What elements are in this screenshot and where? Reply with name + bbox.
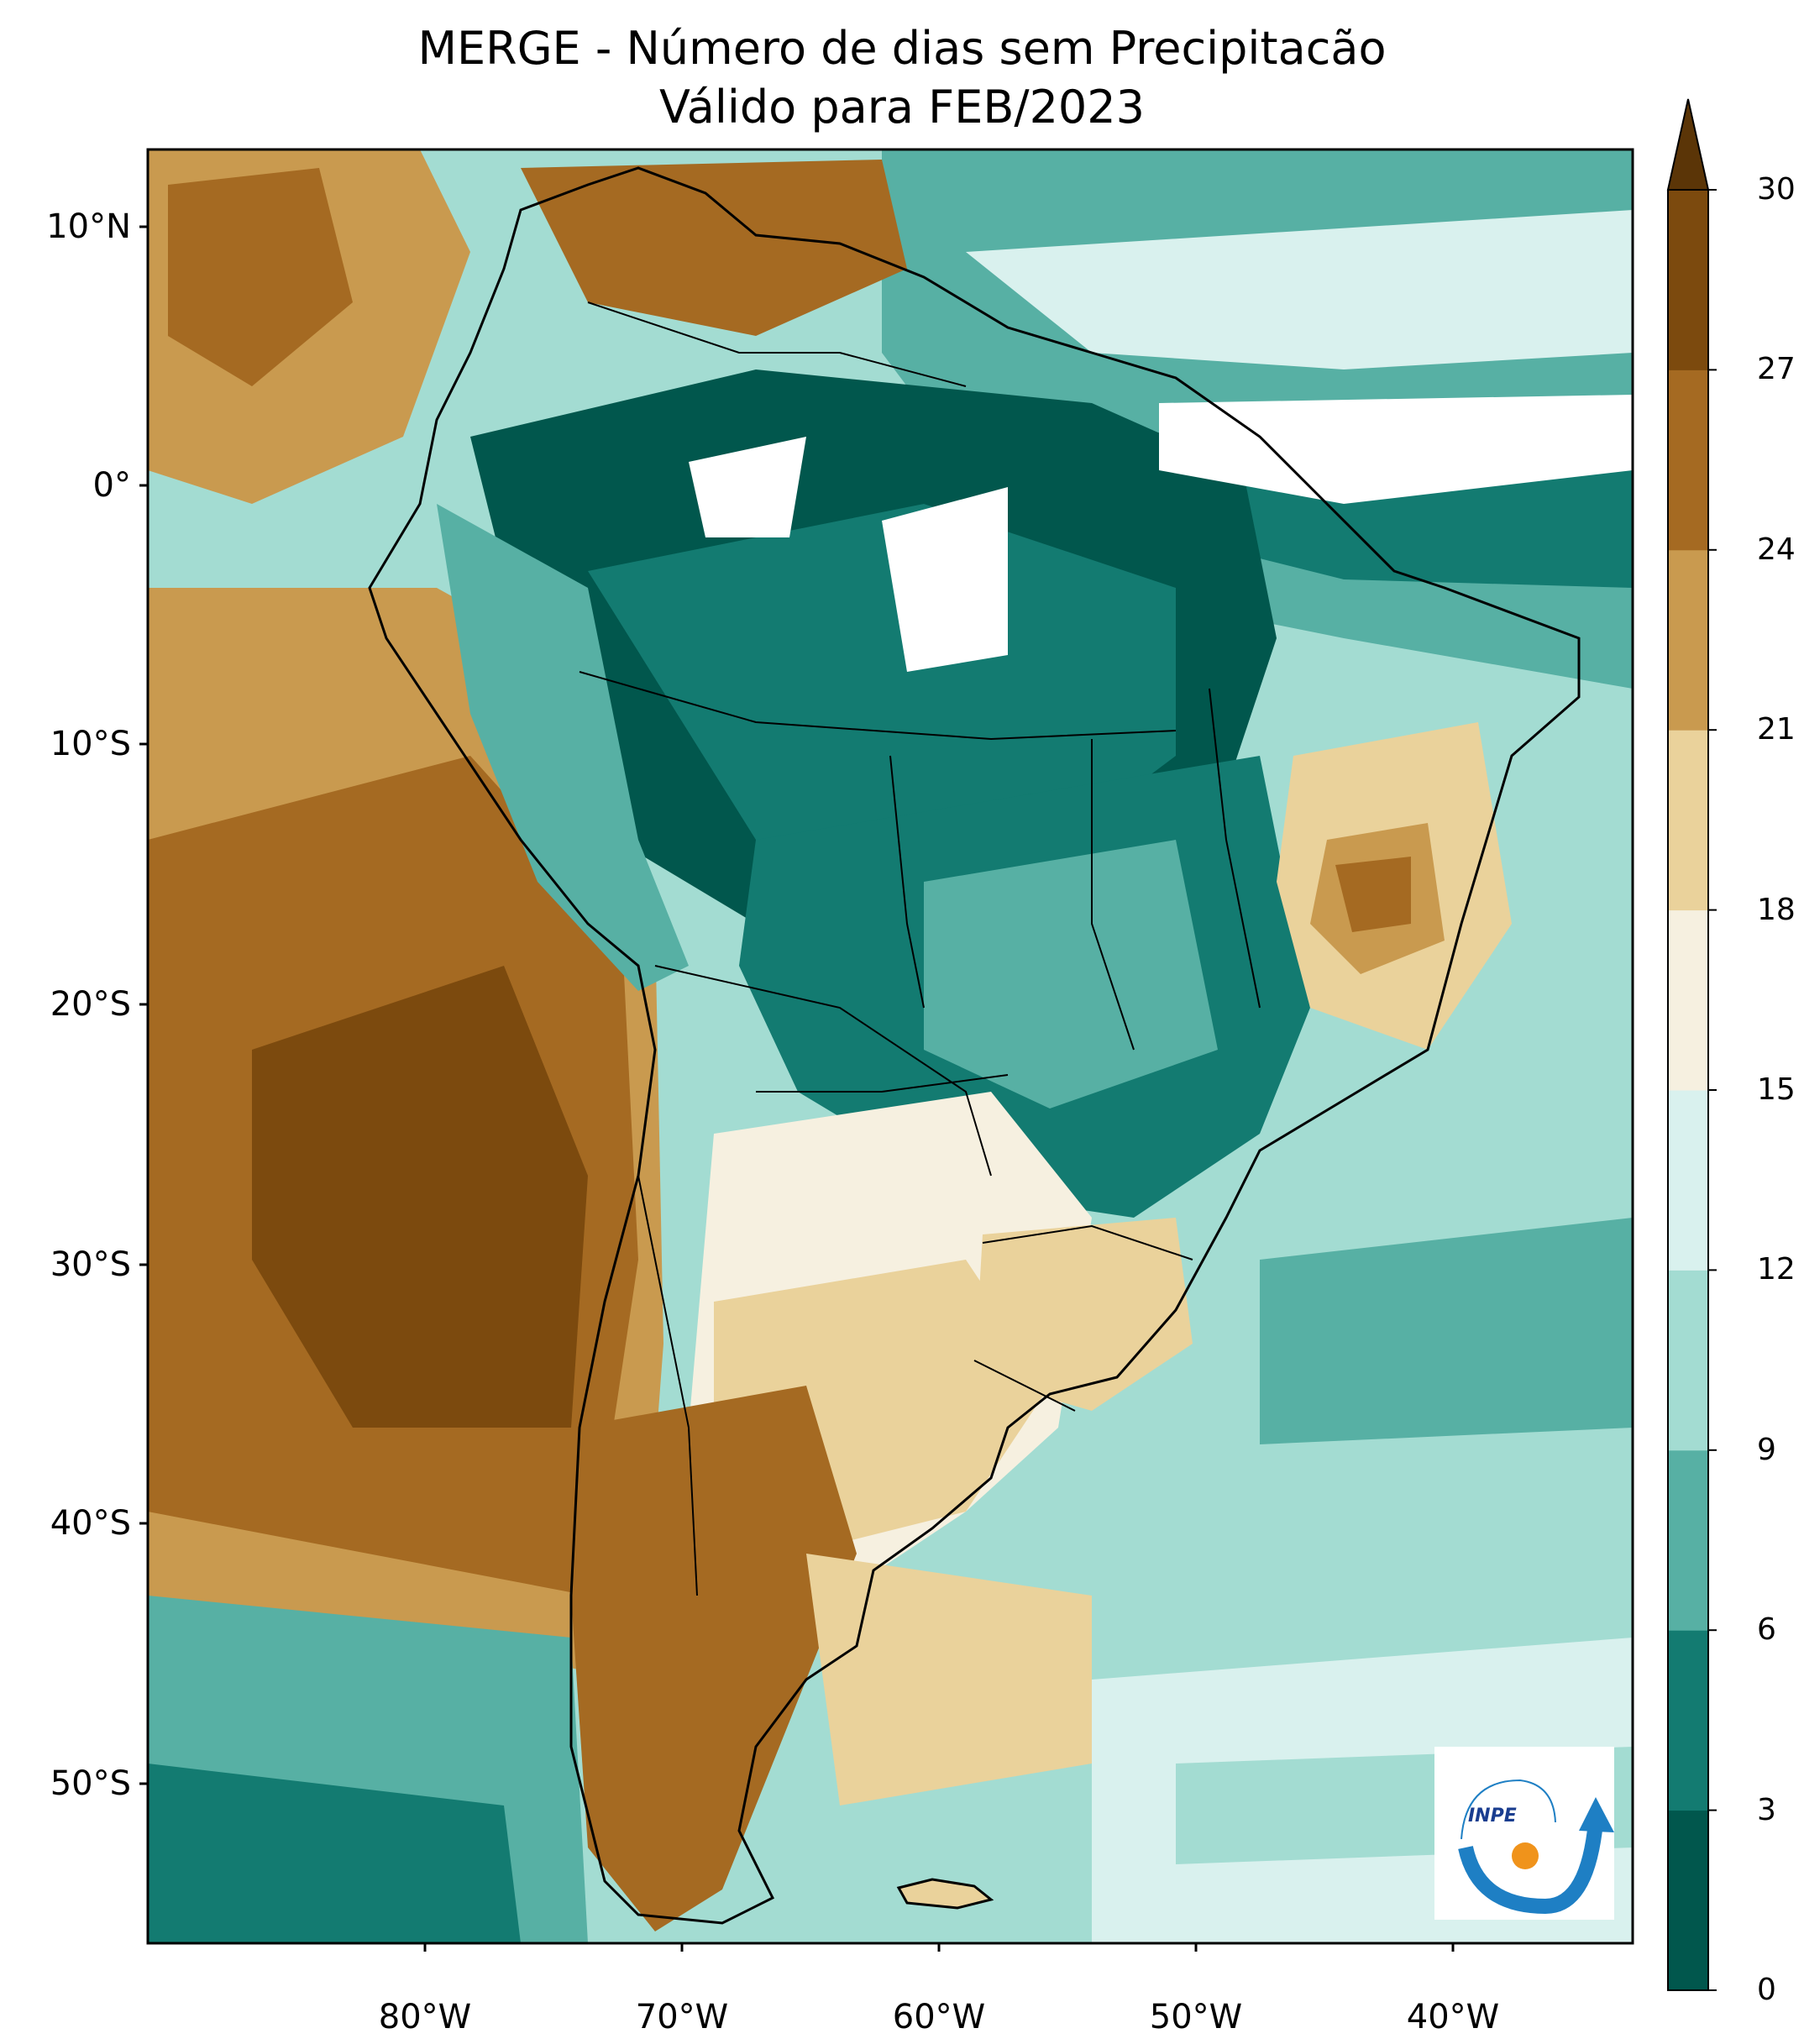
x-tick-label: 40°W <box>1406 1998 1500 2036</box>
colorbar-tick-label: 6 <box>1757 1612 1776 1648</box>
y-tick-label: 50°S <box>50 1764 131 1803</box>
map-border <box>146 148 1634 1945</box>
x-tick-label: 80°W <box>378 1998 472 2036</box>
colorbar-segment <box>1668 1090 1708 1271</box>
colorbar-segment <box>1668 1270 1708 1451</box>
colorbar-tick-label: 18 <box>1757 892 1796 927</box>
colorbar-tick-label: 15 <box>1757 1072 1796 1107</box>
colorbar-extend-arrow <box>1666 98 1710 191</box>
colorbar-tick-label: 3 <box>1757 1792 1776 1827</box>
x-tick-label: 50°W <box>1149 1998 1243 2036</box>
colorbar-tick-label: 30 <box>1757 172 1796 207</box>
y-tick-label: 0° <box>92 466 131 505</box>
colorbar-segment <box>1668 909 1708 1091</box>
colorbar-segment <box>1668 549 1708 731</box>
y-tick-label: 20°S <box>50 985 131 1024</box>
map-title: MERGE - Número de dias sem Precipitacão <box>417 22 1387 75</box>
colorbar-tick-label: 9 <box>1757 1432 1776 1467</box>
y-tick-label: 10°N <box>46 207 131 246</box>
axis-ticks <box>139 225 1455 1952</box>
inpe-logo <box>1434 1747 1614 1920</box>
y-tick-label: 10°S <box>50 725 131 763</box>
coastline <box>368 166 1581 1925</box>
colorbar-tick-label: 24 <box>1757 532 1796 567</box>
colorbar-segment <box>1668 730 1708 911</box>
colorbar-segment <box>1668 369 1708 551</box>
x-tick-label: 70°W <box>635 1998 729 2036</box>
colorbar-tick-label: 12 <box>1757 1252 1796 1287</box>
colorbar-segment <box>1668 1630 1708 1811</box>
colorbar <box>1666 98 1717 1991</box>
colorbar-tick-label: 21 <box>1757 712 1796 747</box>
x-tick-label: 60°W <box>892 1998 986 2036</box>
colorbar-tick-label: 27 <box>1757 352 1796 387</box>
colorbar-segment <box>1668 1449 1708 1631</box>
map-subtitle: Válido para FEB/2023 <box>659 81 1145 134</box>
y-tick-label: 30°S <box>50 1245 131 1284</box>
colorbar-segment <box>1668 1810 1708 1991</box>
map-fill <box>148 149 1633 1943</box>
country-borders <box>579 301 1261 1596</box>
y-tick-label: 40°S <box>50 1504 131 1543</box>
colorbar-segment <box>1668 190 1708 370</box>
inpe-logo-text: INPE <box>1468 1806 1517 1826</box>
colorbar-tick-label: 0 <box>1757 1973 1776 2007</box>
